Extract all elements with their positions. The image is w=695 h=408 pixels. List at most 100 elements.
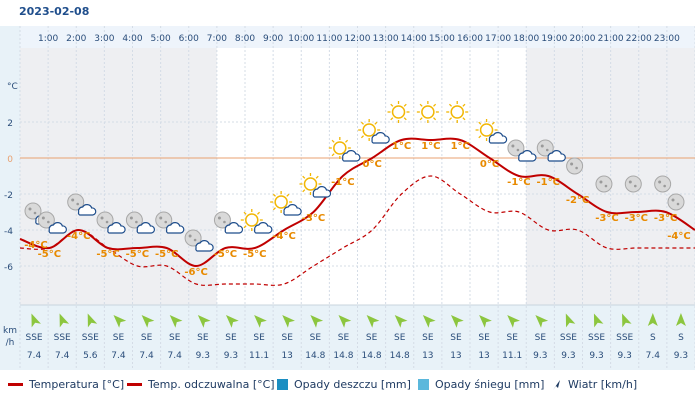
temperature-line: [19, 137, 695, 268]
temperature-label: -1°C: [537, 177, 560, 188]
hour-band: [554, 48, 583, 305]
wind-speed-label: 13: [422, 351, 433, 361]
wind-direction-label: SE: [422, 333, 434, 343]
hour-label: 19:00: [541, 34, 567, 44]
wind-arrow: [338, 315, 352, 328]
sun-ray: [256, 211, 261, 215]
hour-band: [48, 48, 77, 305]
hour-label: 15:00: [429, 34, 455, 44]
wind-arrow: [366, 315, 380, 328]
moon-crater: [663, 184, 666, 188]
wind-arrow: [450, 315, 464, 328]
moon-crater: [223, 220, 226, 224]
moon-crater: [570, 162, 574, 166]
moon-disc: [536, 139, 554, 157]
wind-speed-label: 13: [450, 351, 461, 361]
moon-crater: [604, 184, 608, 188]
sun-disc: [421, 105, 435, 119]
wind-arrow-icon: [141, 315, 155, 328]
wind-arrow: [310, 315, 324, 328]
wind-arrow: [593, 313, 604, 328]
cloud-shape: [224, 222, 244, 234]
hour-band: [273, 48, 302, 305]
hour-band: [357, 48, 386, 305]
moon-cloud-icon: [37, 211, 67, 234]
temperature-label: -4°C: [667, 231, 690, 242]
temperature-label: -5°C: [96, 249, 119, 260]
sun-icon: [416, 101, 439, 123]
moon-disc: [184, 229, 202, 247]
temperature-label: -3°C: [302, 213, 325, 224]
temperature-unit-label: °C: [7, 82, 18, 92]
legend-item-feels-like: Temp. odczuwalna [°C]: [127, 378, 275, 391]
sun-disc: [479, 123, 494, 137]
sun-icon: [387, 101, 410, 123]
wind-direction-label: SSE: [82, 333, 99, 343]
wind-arrow-icon: [59, 313, 70, 328]
wind-speed-label: 7.4: [111, 351, 126, 361]
moon-crater: [599, 180, 603, 184]
legend-item-wind: Wiatr [km/h]: [550, 378, 637, 391]
wind-arrow: [225, 315, 239, 328]
temperature-label: -4°C: [272, 231, 295, 242]
sun-ray: [331, 153, 335, 157]
sun-ray: [478, 121, 482, 125]
wind-direction-label: SE: [169, 333, 181, 343]
hour-label: 7:00: [207, 34, 227, 44]
temperature-label: -1°C: [507, 177, 530, 188]
wind-arrow-icon: [593, 313, 604, 328]
moon-disc: [155, 211, 173, 229]
wind-arrow-icon: [565, 313, 576, 328]
wind-arrow-icon: [479, 315, 492, 328]
moon-crater: [671, 198, 675, 202]
wind-arrow-icon: [87, 313, 98, 328]
wind-speed-label: 9.3: [589, 351, 603, 361]
wind-direction-label: SSE: [560, 333, 577, 343]
moon-disc: [566, 157, 584, 175]
moon-disc: [624, 175, 642, 193]
wind-arrow: [282, 315, 295, 328]
cloud-shape: [165, 222, 185, 234]
sun-disc: [303, 177, 318, 191]
hour-label: 10:00: [288, 34, 314, 44]
moon-icon: [595, 175, 613, 193]
moon-disc: [96, 211, 114, 229]
moon-icon: [667, 193, 685, 211]
cloud-shape: [283, 204, 302, 216]
temperature-label: -5°C: [38, 249, 61, 260]
sun-cloud-icon: [475, 119, 508, 144]
temperature-swatch: [8, 383, 23, 386]
sun-ray: [433, 103, 437, 107]
hour-band: [132, 48, 161, 305]
temperature-label: -5°C: [243, 249, 266, 260]
sun-ray: [403, 117, 407, 121]
cloud-shape: [547, 150, 566, 162]
moon-crater: [545, 148, 549, 152]
sun-disc: [391, 105, 406, 119]
hour-label: 21:00: [598, 34, 624, 44]
moon-crater: [105, 220, 109, 224]
moon-icon: [624, 175, 642, 193]
sun-disc: [362, 123, 376, 137]
hour-label: 13:00: [373, 34, 399, 44]
sun-ray: [243, 211, 247, 215]
sun-ray: [374, 121, 378, 125]
moon-cloud-icon: [67, 193, 97, 216]
sun-ray: [302, 189, 306, 193]
cloud-shape: [488, 132, 508, 144]
wind-arrow-icon: [366, 315, 380, 328]
wind-direction-label: S: [678, 333, 684, 343]
wind-arrow-icon: [31, 313, 41, 328]
temperature-label: 1°C: [421, 141, 440, 152]
chart-legend: Temperatura [°C] Temp. odczuwalna [°C] O…: [0, 372, 695, 396]
cloud-shape: [48, 222, 67, 234]
wind-arrow: [113, 315, 127, 328]
moon-crater: [575, 166, 578, 170]
y-tick-label: -6: [4, 263, 13, 273]
hour-label: 8:00: [235, 34, 255, 44]
cloud-shape: [312, 186, 332, 198]
wind-arrow-icon: [622, 313, 632, 328]
wind-arrow-icon: [647, 313, 658, 326]
wind-speed-label: 14.8: [362, 351, 382, 361]
wind-arrow: [565, 313, 576, 328]
